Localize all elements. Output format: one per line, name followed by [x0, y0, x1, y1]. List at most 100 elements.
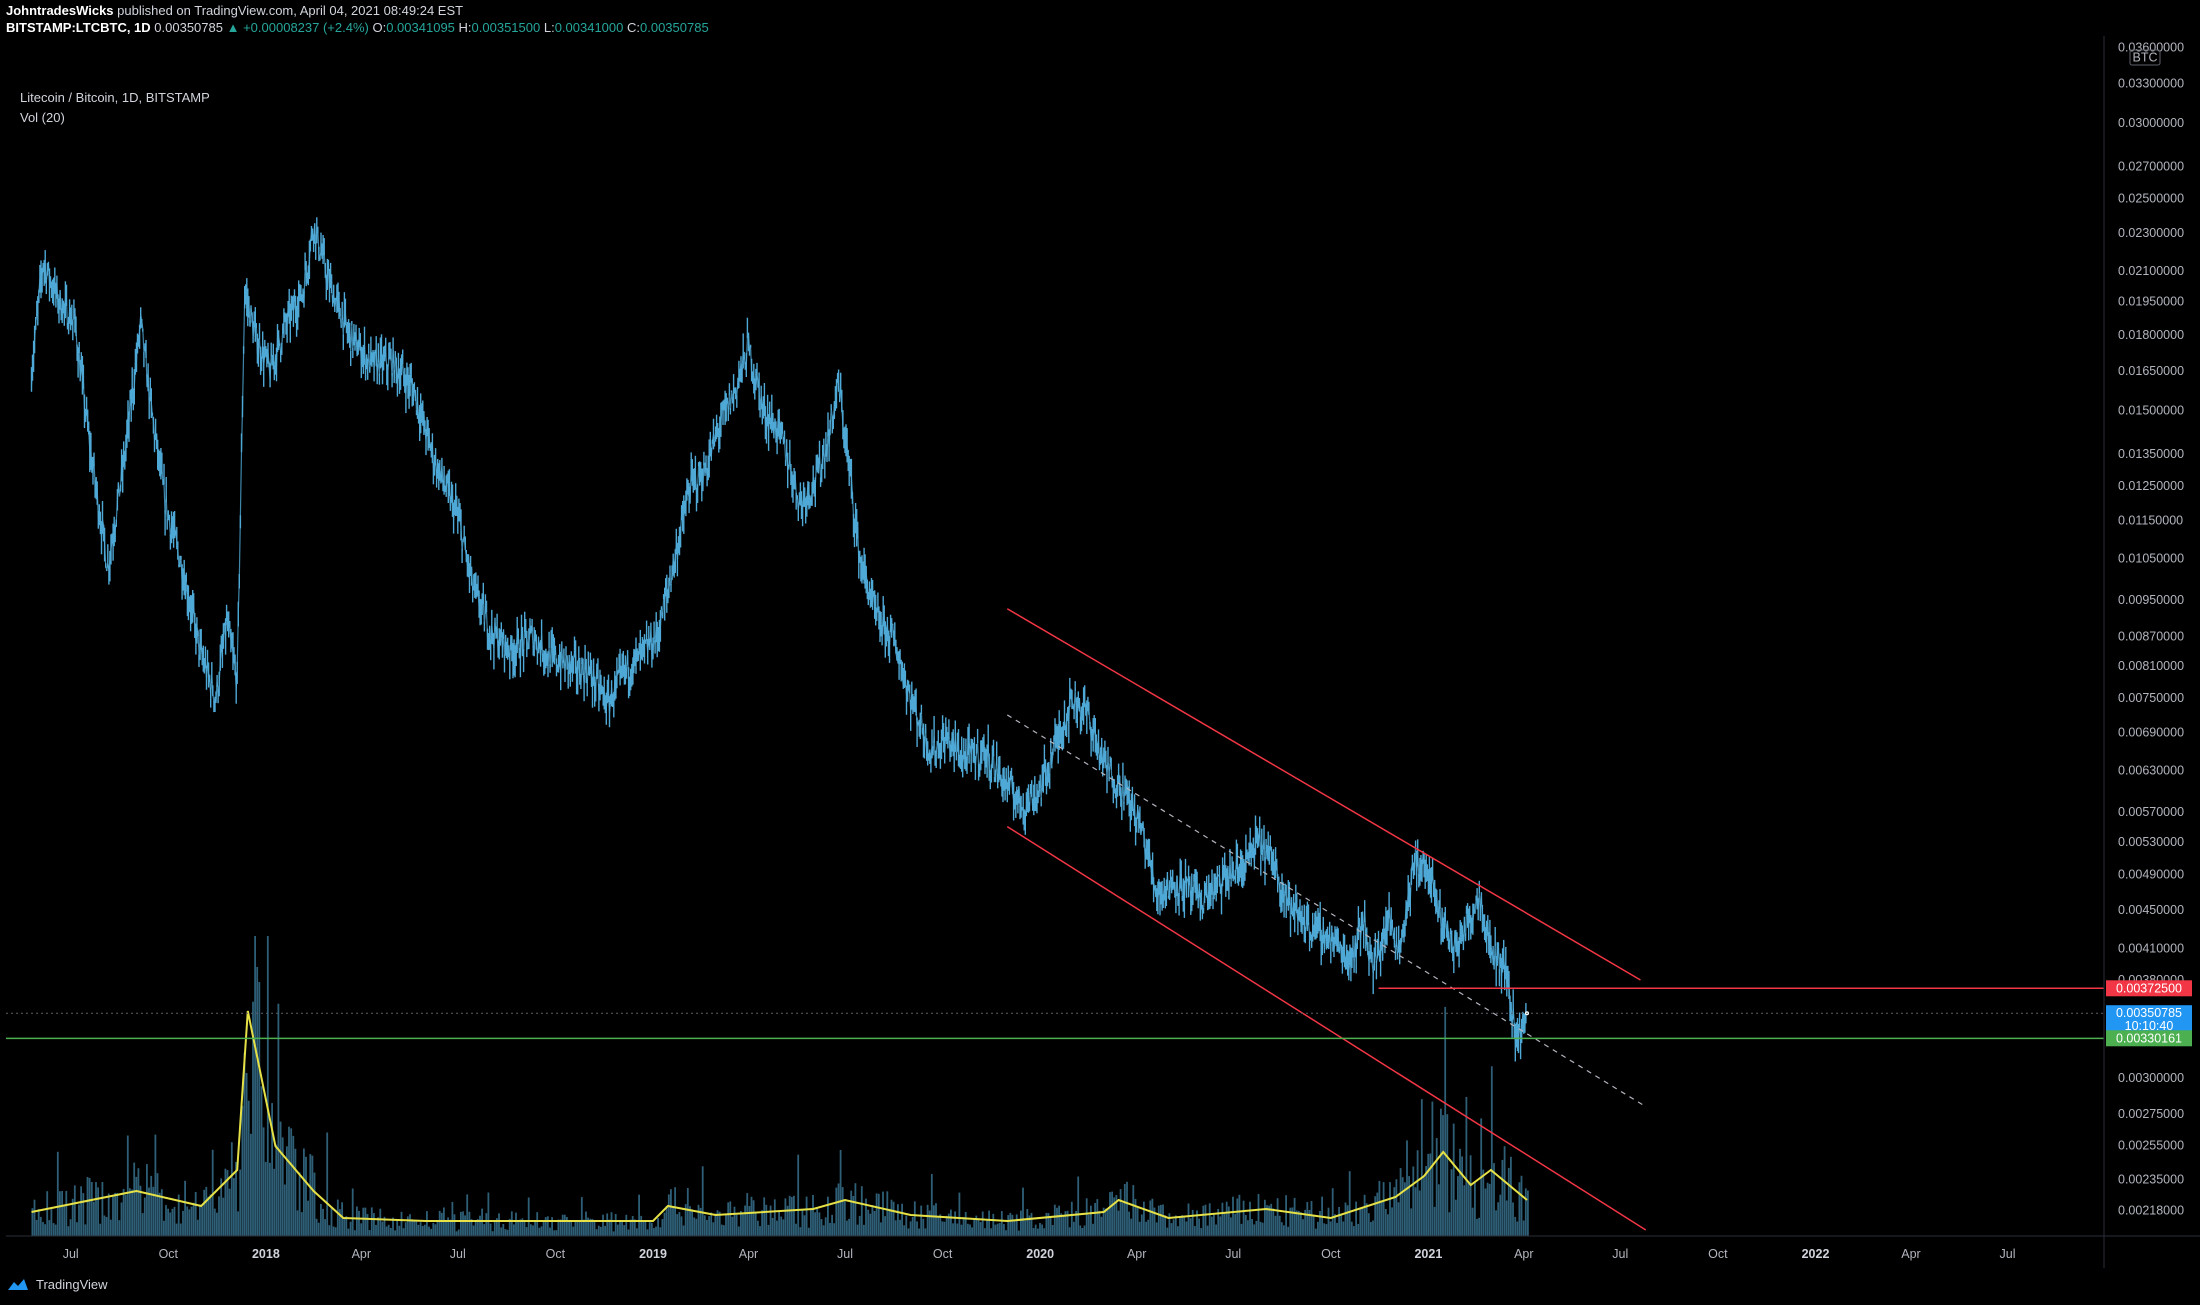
- price-tick-label: 0.00300000: [2118, 1071, 2184, 1085]
- volume-bar: [112, 1196, 114, 1236]
- volume-bar: [1223, 1213, 1226, 1236]
- volume-bar: [625, 1214, 628, 1236]
- volume-bar: [769, 1205, 772, 1236]
- time-tick-label: Oct: [546, 1247, 566, 1261]
- volume-bar: [1329, 1221, 1332, 1236]
- volume-bar: [513, 1224, 515, 1236]
- volume-bar: [462, 1211, 464, 1236]
- volume-bar: [73, 1185, 76, 1236]
- volume-bar: [1043, 1228, 1046, 1236]
- publisher-name[interactable]: JohntradesWicks: [6, 3, 114, 18]
- volume-bar: [1474, 1181, 1476, 1236]
- volume-bar: [712, 1222, 715, 1236]
- volume-bar: [1370, 1222, 1372, 1236]
- channel-midline[interactable]: [1006, 714, 1647, 1108]
- volume-bar: [682, 1225, 685, 1236]
- volume-bar: [1240, 1223, 1243, 1236]
- price-tick-label: 0.00570000: [2118, 805, 2184, 819]
- volume-bar: [771, 1217, 774, 1236]
- volume-bar: [952, 1223, 954, 1236]
- volume-bar: [1179, 1217, 1181, 1236]
- volume-bar: [273, 1168, 276, 1236]
- volume-bar: [650, 1222, 653, 1236]
- volume-bar: [489, 1223, 492, 1236]
- volume-bar: [1448, 1212, 1451, 1236]
- time-axis[interactable]: Jul Oct 2018 Apr Jul Oct 2019 Apr Jul Oct 2020 Apr J…: [63, 1247, 2016, 1261]
- volume-bar: [1143, 1201, 1145, 1236]
- volume-bar: [1070, 1201, 1073, 1236]
- volume-bar: [542, 1220, 545, 1236]
- volume-bar: [718, 1211, 721, 1236]
- volume-bar: [141, 1213, 144, 1236]
- volume-bar: [735, 1214, 738, 1236]
- volume-bar: [137, 1168, 140, 1236]
- volume-bar: [928, 1210, 931, 1236]
- volume-bar: [1348, 1171, 1351, 1236]
- price-tick-label: 0.03600000: [2118, 40, 2184, 54]
- volume-bar: [559, 1219, 562, 1236]
- volume-bar: [80, 1186, 82, 1236]
- volume-bar: [322, 1208, 324, 1236]
- volume-bar: [150, 1175, 153, 1236]
- volume-bar: [1138, 1221, 1141, 1236]
- volume-bar: [500, 1227, 503, 1236]
- volume-bar: [827, 1196, 829, 1236]
- symbol-label[interactable]: BITSTAMP:LTCBTC, 1D: [6, 20, 151, 35]
- volume-bar: [703, 1215, 706, 1236]
- volume-bar: [1100, 1216, 1103, 1236]
- volume-bar: [158, 1192, 161, 1236]
- volume-bar: [665, 1206, 668, 1236]
- volume-bar: [1028, 1215, 1031, 1236]
- open-value: 0.00341095: [386, 20, 455, 35]
- volume-bar: [1338, 1207, 1340, 1236]
- volume-bar: [1149, 1200, 1152, 1236]
- volume-bar: [678, 1212, 681, 1236]
- volume-bar: [218, 1196, 220, 1236]
- volume-bar: [822, 1225, 825, 1236]
- volume-bar: [1467, 1181, 1470, 1236]
- volume-bar: [383, 1216, 386, 1236]
- price-chart[interactable]: 0.03600000 0.03300000 0.03000000 0.02700000…: [6, 36, 2200, 1268]
- volume-bar: [998, 1223, 1001, 1236]
- price-tick-label: 0.00255000: [2118, 1139, 2184, 1153]
- price-axis[interactable]: 0.03600000 0.03300000 0.03000000 0.02700000…: [2118, 40, 2184, 1217]
- volume-bar: [345, 1216, 348, 1236]
- volume-bar: [884, 1216, 886, 1236]
- channel-upper-line[interactable]: [1006, 608, 1641, 981]
- volume-bar: [1051, 1225, 1054, 1236]
- volume-bar: [303, 1148, 305, 1236]
- volume-bar: [886, 1191, 889, 1236]
- volume-bar: [1522, 1220, 1525, 1236]
- time-tick-label: Jul: [1612, 1247, 1628, 1261]
- chart-area[interactable]: 0.03600000 0.03300000 0.03000000 0.02700000…: [6, 36, 2200, 1268]
- volume-bar: [35, 1219, 38, 1236]
- volume-bar: [48, 1220, 51, 1236]
- channel-lower-line[interactable]: [1006, 826, 1647, 1231]
- volume-bar: [460, 1211, 462, 1236]
- volume-bar: [394, 1230, 396, 1236]
- volume-bar: [426, 1211, 428, 1236]
- volume-bar: [69, 1219, 72, 1236]
- volume-bar: [975, 1215, 978, 1236]
- volume-bar: [281, 1137, 284, 1236]
- volume-bar: [1469, 1155, 1472, 1236]
- volume-bar: [415, 1221, 418, 1236]
- drawings[interactable]: [6, 608, 2104, 1231]
- volume-bar: [530, 1224, 532, 1236]
- price-tick-label: 0.00630000: [2118, 763, 2184, 777]
- volume-bar: [1024, 1220, 1026, 1236]
- volume-bar: [491, 1231, 494, 1236]
- volume-bar: [269, 1162, 271, 1236]
- volume-bar: [37, 1209, 40, 1236]
- volume-bar: [816, 1207, 819, 1236]
- volume-bar: [1355, 1201, 1357, 1236]
- price-tick-label: 0.00490000: [2118, 868, 2184, 882]
- tradingview-logo[interactable]: TradingView: [6, 1277, 108, 1292]
- price-tick-label: 0.01150000: [2118, 514, 2183, 528]
- volume-bar: [99, 1223, 102, 1236]
- volume-bar: [642, 1220, 645, 1236]
- volume-bar: [1032, 1228, 1035, 1236]
- volume-bar: [139, 1185, 142, 1236]
- currency-badge[interactable]: BTC: [2129, 49, 2161, 66]
